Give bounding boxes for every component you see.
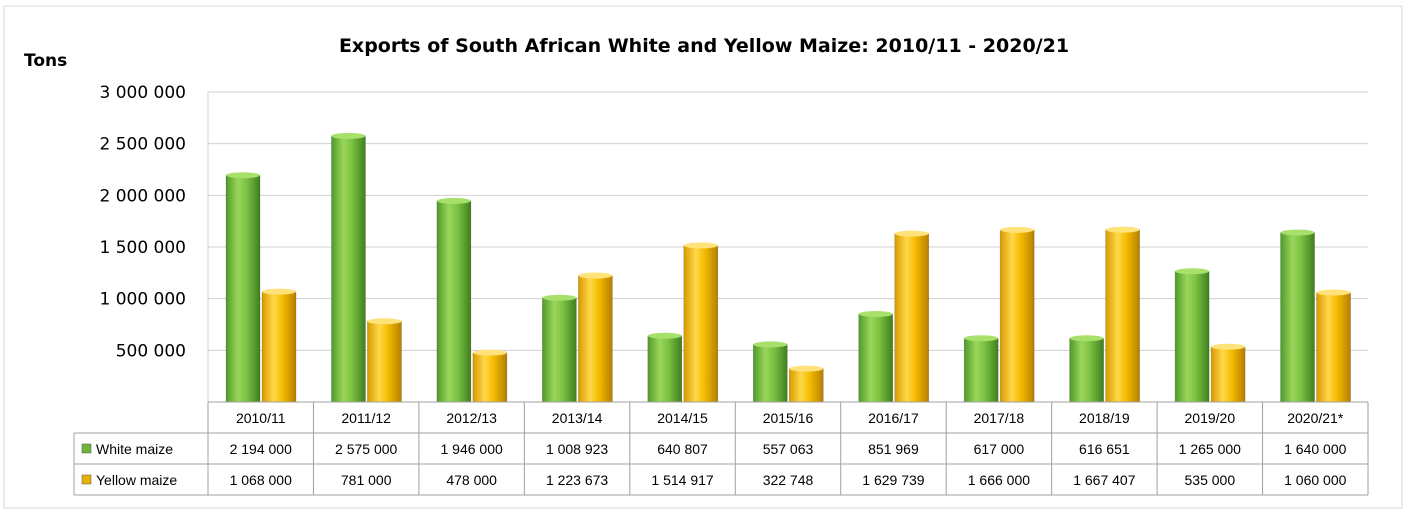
bar-white-maize (1069, 337, 1104, 403)
data-label: 1 629 739 (862, 472, 924, 488)
bar-yellow-maize (578, 275, 613, 403)
bar-white-maize (963, 337, 999, 403)
x-tick-label: 2011/12 (341, 410, 391, 426)
y-tick-label: 2 500 000 (99, 135, 186, 155)
bar-yellow-maize (1105, 229, 1140, 403)
data-label: 1 514 917 (651, 472, 713, 488)
x-tick-label: 2013/14 (552, 410, 603, 426)
legend-label: White maize (96, 441, 173, 457)
bar-top-yellow-maize (1000, 226, 1035, 233)
data-label: 1 946 000 (440, 441, 502, 457)
bar-top-white-maize (1175, 268, 1210, 275)
bar-yellow-maize (472, 352, 508, 403)
x-tick-label: 2020/21* (1287, 410, 1344, 426)
bar-top-white-maize (226, 172, 260, 179)
legend-swatch-white-maize (81, 443, 92, 454)
bar-top-white-maize (858, 310, 893, 317)
bar-top-yellow-maize (1316, 289, 1351, 296)
y-axis-label: Tons (24, 51, 67, 71)
bar-top-yellow-maize (472, 349, 507, 356)
data-label: 1 068 000 (230, 472, 292, 488)
y-tick-label: 1 000 000 (99, 290, 186, 310)
bars (225, 132, 1351, 403)
data-label: 557 063 (763, 441, 814, 457)
data-label: 617 000 (974, 441, 1025, 457)
y-tick-labels: 3 000 000 2 500 000 2 000 000 1 500 000 1 00… (99, 83, 186, 361)
gridlines (207, 91, 1368, 402)
data-label: 322 748 (763, 472, 814, 488)
data-label: 1 667 407 (1073, 472, 1135, 488)
bar-top-white-maize (1069, 335, 1104, 342)
bar-white-maize (647, 335, 683, 403)
data-label: 1 265 000 (1179, 441, 1241, 457)
bar-yellow-maize (999, 229, 1035, 403)
x-tick-label: 2012/13 (446, 410, 497, 426)
x-tick-label: 2014/15 (657, 410, 708, 426)
bar-top-yellow-maize (1211, 343, 1246, 350)
bar-white-maize (858, 313, 894, 403)
bar-yellow-maize (894, 233, 930, 403)
bar-top-yellow-maize (262, 288, 296, 295)
legend-label: Yellow maize (96, 472, 177, 488)
bar-white-maize (436, 200, 472, 403)
y-tick-label: 500 000 (116, 341, 186, 361)
data-label: 535 000 (1185, 472, 1236, 488)
bar-yellow-maize (261, 291, 297, 403)
data-label: 851 969 (868, 441, 919, 457)
bar-top-yellow-maize (789, 365, 824, 372)
bar-top-yellow-maize (1105, 226, 1140, 233)
bar-top-white-maize (331, 132, 366, 139)
bar-yellow-maize (683, 245, 719, 403)
bar-white-maize (752, 344, 788, 403)
bar-top-white-maize (647, 332, 682, 339)
data-label: 781 000 (341, 472, 392, 488)
bar-top-white-maize (1280, 229, 1315, 236)
bar-white-maize (1280, 232, 1315, 403)
x-tick-label: 2019/20 (1185, 410, 1236, 426)
y-tick-label: 2 000 000 (99, 186, 186, 206)
y-tick-label: 3 000 000 (99, 83, 186, 103)
data-label: 1 640 000 (1284, 441, 1346, 457)
x-tick-label: 2018/19 (1079, 410, 1130, 426)
data-label: 2 575 000 (335, 441, 397, 457)
legend-swatch-yellow-maize (81, 474, 92, 485)
data-label: 1 008 923 (546, 441, 608, 457)
data-label: 640 807 (657, 441, 708, 457)
x-tick-label: 2015/16 (763, 410, 814, 426)
bar-top-yellow-maize (578, 272, 613, 279)
bar-white-maize (225, 174, 261, 403)
bar-white-maize (1174, 270, 1210, 403)
data-label: 1 060 000 (1284, 472, 1346, 488)
bar-top-yellow-maize (367, 318, 402, 325)
bar-yellow-maize (788, 368, 824, 403)
chart-title: Exports of South African White and Yello… (339, 35, 1069, 57)
bar-top-yellow-maize (894, 230, 929, 237)
x-tick-label: 2016/17 (868, 410, 919, 426)
x-tick-label: 2010/11 (236, 410, 286, 426)
bar-yellow-maize (1316, 292, 1351, 403)
bar-top-white-maize (436, 197, 471, 204)
bar-top-white-maize (753, 341, 788, 348)
x-tick-label: 2017/18 (974, 410, 1025, 426)
data-table: 2010/11 2011/12 2012/13 2013/14 2014/15 2015/… (73, 401, 1369, 496)
bar-top-white-maize (542, 294, 577, 301)
y-tick-label: 1 500 000 (99, 238, 186, 258)
bar-white-maize (542, 297, 577, 403)
bar-yellow-maize (367, 320, 402, 403)
data-label: 616 651 (1079, 441, 1130, 457)
bar-yellow-maize (1210, 346, 1246, 403)
bar-white-maize (331, 135, 366, 403)
data-label: 1 666 000 (968, 472, 1030, 488)
bar-top-yellow-maize (683, 242, 718, 249)
bar-top-white-maize (964, 335, 999, 342)
data-label: 478 000 (446, 472, 497, 488)
data-label: 2 194 000 (230, 441, 292, 457)
data-label: 1 223 673 (546, 472, 608, 488)
